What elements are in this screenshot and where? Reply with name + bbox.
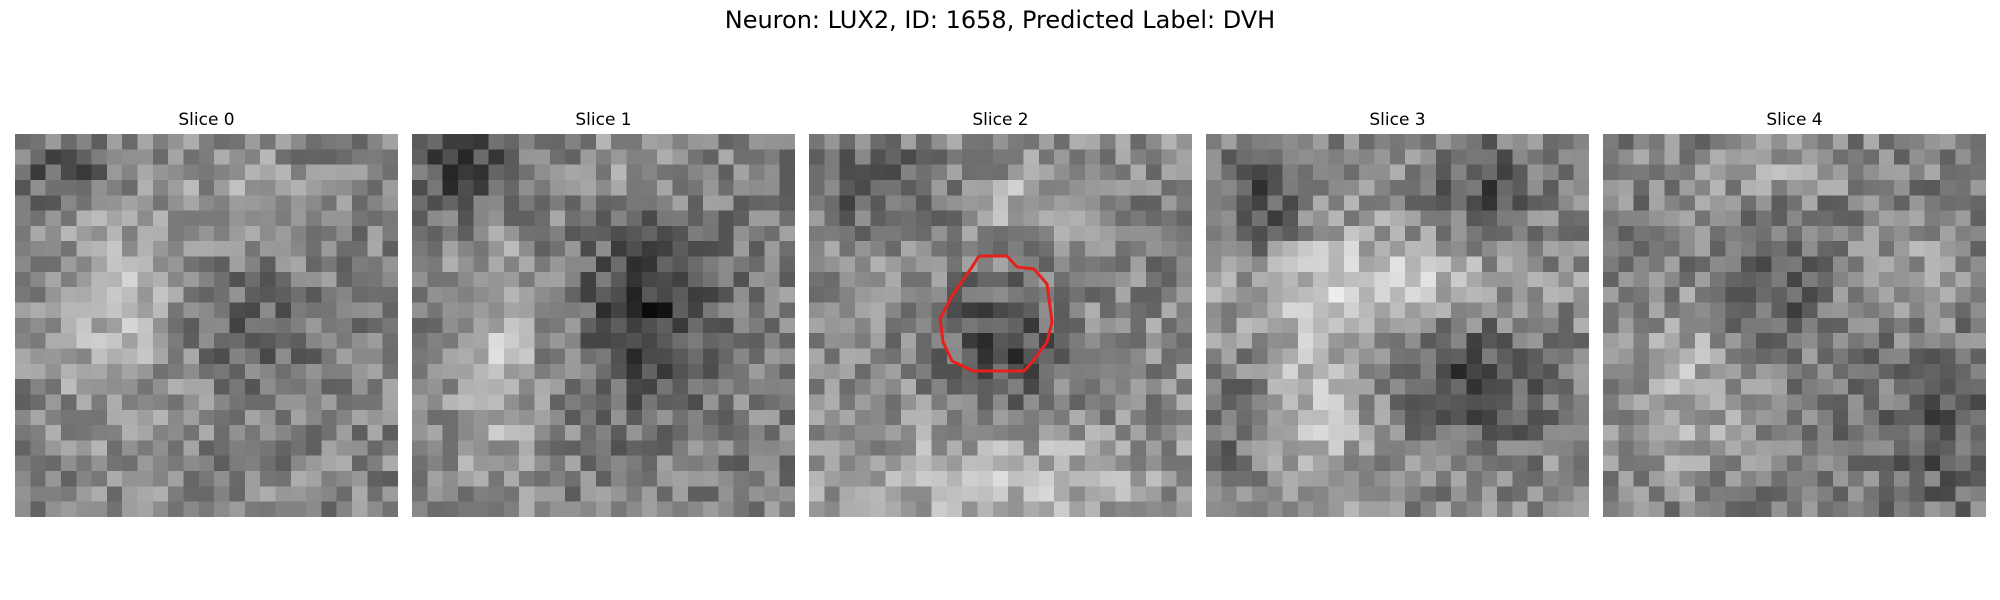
slice-panel-2: Slice 2 (809, 108, 1192, 517)
figure-title: Neuron: LUX2, ID: 1658, Predicted Label:… (724, 6, 1276, 34)
slice-title-1: Slice 1 (575, 110, 632, 130)
slice-canvas-0 (15, 134, 398, 517)
slice-image-2 (809, 134, 1192, 517)
slice-panel-4: Slice 4 (1603, 108, 1986, 517)
slice-image-0 (15, 134, 398, 517)
slice-canvas-3 (1206, 134, 1589, 517)
slice-title-4: Slice 4 (1766, 110, 1823, 130)
slice-panel-3: Slice 3 (1206, 108, 1589, 517)
slice-image-3 (1206, 134, 1589, 517)
slice-title-0: Slice 0 (178, 110, 235, 130)
slice-title-3: Slice 3 (1369, 110, 1426, 130)
slice-panel-0: Slice 0 (15, 108, 398, 517)
slice-image-4 (1603, 134, 1986, 517)
slice-canvas-4 (1603, 134, 1986, 517)
slice-canvas-2 (809, 134, 1192, 517)
slice-panel-1: Slice 1 (412, 108, 795, 517)
slice-image-1 (412, 134, 795, 517)
slice-title-2: Slice 2 (972, 110, 1029, 130)
slice-canvas-1 (412, 134, 795, 517)
